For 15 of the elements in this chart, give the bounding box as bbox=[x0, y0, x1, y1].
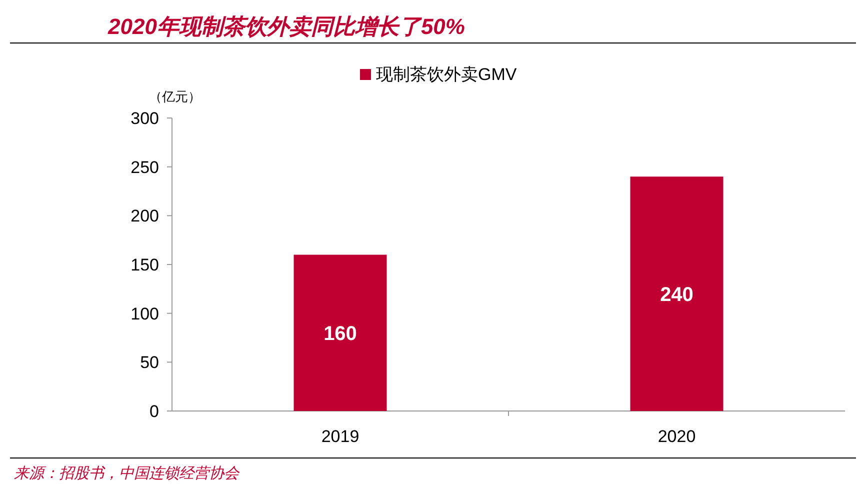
data-label: 160 bbox=[324, 322, 357, 345]
chart-title: 2020年现制茶饮外卖同比增长了50% bbox=[107, 14, 465, 39]
y-tick-label: 200 bbox=[130, 206, 159, 226]
y-tick-label: 250 bbox=[130, 158, 159, 177]
y-axis-title: （亿元） bbox=[149, 89, 201, 104]
x-tick-label: 2020 bbox=[658, 427, 696, 446]
y-tick-label: 100 bbox=[130, 304, 159, 324]
y-tick-label: 50 bbox=[140, 353, 159, 372]
y-tick-label: 150 bbox=[130, 256, 159, 274]
y-tick-label: 300 bbox=[130, 109, 159, 128]
x-tick-label: 2019 bbox=[321, 427, 360, 446]
source-note: 来源：招股书，中国连锁经营协会 bbox=[14, 465, 240, 482]
data-label: 240 bbox=[660, 284, 694, 306]
y-tick-label: 0 bbox=[150, 402, 159, 421]
legend-label: 现制茶饮外卖GMV bbox=[376, 65, 518, 84]
